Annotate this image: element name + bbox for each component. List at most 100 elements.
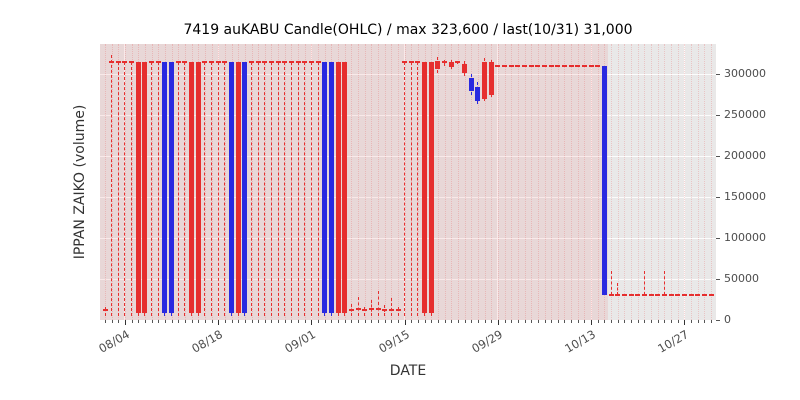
x-minor-tick xyxy=(118,320,120,323)
day-gridline xyxy=(184,44,186,320)
x-minor-tick xyxy=(611,320,613,323)
x-minor-tick xyxy=(697,320,699,323)
candle-open-close-tick xyxy=(375,308,381,311)
candle-body xyxy=(488,61,494,95)
x-minor-tick xyxy=(284,320,286,323)
x-minor-tick xyxy=(431,320,433,323)
day-gridline xyxy=(105,44,106,320)
x-minor-tick xyxy=(138,320,140,323)
day-gridline xyxy=(151,44,153,320)
day-gridline xyxy=(218,44,220,320)
candle-open-close-tick xyxy=(522,65,528,68)
x-minor-tick xyxy=(238,320,240,323)
candle-wick xyxy=(357,297,359,316)
candle-open-close-tick xyxy=(675,293,681,296)
candle-wick xyxy=(377,290,379,316)
day-gridline xyxy=(264,44,266,320)
candle-body xyxy=(475,87,481,101)
candle-open-close-tick xyxy=(355,307,361,310)
candle-open-close-tick xyxy=(708,293,714,296)
x-minor-tick xyxy=(331,320,333,323)
day-gridline xyxy=(351,44,353,320)
candle-open-close-tick xyxy=(701,293,707,296)
x-minor-tick xyxy=(424,320,426,323)
day-gridline xyxy=(291,44,293,320)
day-gridline xyxy=(371,44,373,320)
day-gridline xyxy=(664,44,666,320)
x-minor-tick xyxy=(491,320,493,323)
candle-body xyxy=(601,66,607,295)
day-gridline xyxy=(624,44,626,320)
candle-wick xyxy=(364,306,366,316)
day-gridline xyxy=(178,44,180,320)
x-gridline xyxy=(497,44,499,320)
candle-open-close-tick xyxy=(402,60,408,63)
candle-open-close-tick xyxy=(249,60,254,63)
candle-open-close-tick xyxy=(129,60,135,63)
candle-wick xyxy=(617,283,619,295)
y-tick xyxy=(716,278,720,280)
x-minor-tick xyxy=(251,320,253,323)
x-minor-tick xyxy=(531,320,533,323)
candle-open-close-tick xyxy=(548,65,554,68)
candle-wick xyxy=(111,54,113,316)
candle-wick xyxy=(404,61,406,316)
day-gridline xyxy=(318,44,320,320)
day-gridline xyxy=(697,44,699,320)
candle-open-close-tick xyxy=(348,309,354,312)
candle-open-close-tick xyxy=(555,65,561,68)
day-gridline xyxy=(398,44,399,320)
x-minor-tick xyxy=(704,320,706,323)
x-minor-tick xyxy=(504,320,506,323)
x-minor-tick xyxy=(304,320,306,323)
x-minor-tick xyxy=(244,320,246,323)
x-minor-tick xyxy=(577,320,579,323)
candle-open-close-tick xyxy=(568,65,574,68)
y-gridline xyxy=(100,114,716,116)
candle-open-close-tick xyxy=(681,293,687,296)
candle-body xyxy=(189,61,195,314)
candle-open-close-tick xyxy=(442,60,448,63)
day-gridline xyxy=(271,44,273,320)
x-minor-tick xyxy=(691,320,693,323)
x-minor-tick xyxy=(651,320,653,323)
day-gridline xyxy=(644,44,646,320)
candle-wick xyxy=(217,61,219,316)
x-minor-tick xyxy=(604,320,606,323)
x-minor-tick xyxy=(324,320,326,323)
day-gridline xyxy=(298,44,300,320)
candle-wick xyxy=(457,61,459,65)
day-gridline xyxy=(677,44,679,320)
day-gridline xyxy=(278,44,280,320)
day-gridline xyxy=(444,44,446,320)
day-gridline xyxy=(258,44,260,320)
candle-open-close-tick xyxy=(255,60,261,63)
candle-open-close-tick xyxy=(315,60,321,63)
x-minor-tick xyxy=(544,320,546,323)
candle-open-close-tick xyxy=(635,293,641,296)
x-minor-tick xyxy=(484,320,486,323)
candle-body xyxy=(195,61,201,314)
candle-open-close-tick xyxy=(209,60,215,63)
candle-body xyxy=(422,61,428,314)
candle-open-close-tick xyxy=(615,293,621,296)
day-gridline xyxy=(657,44,659,320)
day-gridline xyxy=(517,44,519,320)
y-gridline xyxy=(100,73,716,75)
x-minor-tick xyxy=(411,320,413,323)
candle-open-close-tick xyxy=(668,293,674,296)
candle-body xyxy=(328,61,334,314)
candle-wick xyxy=(264,61,266,316)
day-gridline xyxy=(118,44,120,320)
x-major-tick xyxy=(497,320,499,325)
candle-wick xyxy=(610,270,612,295)
x-minor-tick xyxy=(511,320,513,323)
x-minor-tick xyxy=(444,320,446,323)
x-minor-tick xyxy=(584,320,586,323)
x-minor-tick xyxy=(378,320,380,323)
day-gridline xyxy=(437,44,439,320)
y-tick xyxy=(716,155,720,157)
x-minor-tick xyxy=(564,320,566,323)
candle-open-close-tick xyxy=(415,60,421,63)
x-major-tick xyxy=(684,320,686,325)
